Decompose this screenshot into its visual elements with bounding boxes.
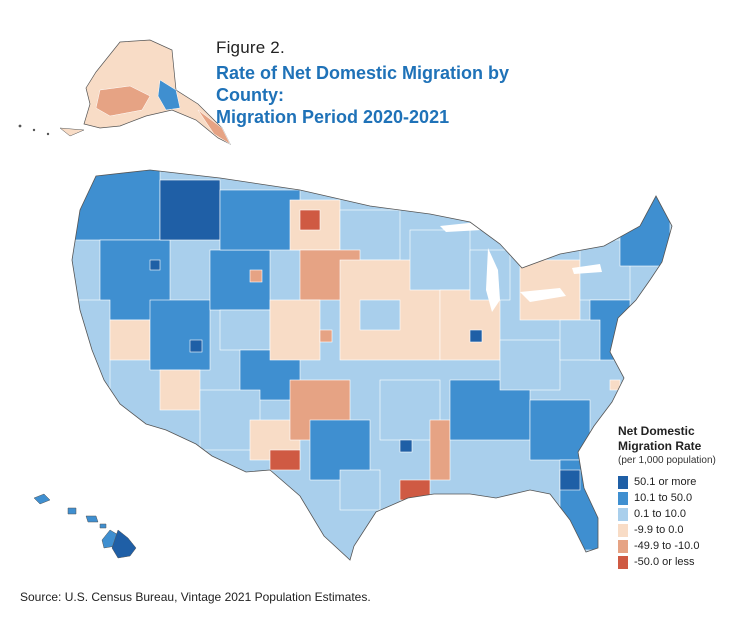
figure-title: Rate of Net Domestic Migration by County… [216, 62, 546, 128]
legend-swatch [618, 539, 628, 553]
legend-label: 10.1 to 50.0 [634, 492, 693, 504]
legend-item: -9.9 to 0.0 [618, 522, 756, 538]
alaska-map [18, 39, 231, 145]
figure-title-line1: Rate of Net Domestic Migration by County… [216, 63, 510, 105]
legend-title-line2: Migration Rate [618, 439, 702, 453]
legend-label: -50.0 or less [634, 556, 695, 568]
source-note: Source: U.S. Census Bureau, Vintage 2021… [20, 590, 371, 604]
legend-subtitle: (per 1,000 population) [618, 455, 716, 466]
figure-title-line2: Migration Period 2020-2021 [216, 107, 450, 127]
legend-title-line1: Net Domestic [618, 424, 695, 438]
legend-item: -49.9 to -10.0 [618, 538, 756, 554]
figure-label: Figure 2. [216, 38, 285, 57]
legend-swatch [618, 475, 628, 489]
legend-label: 0.1 to 10.0 [634, 508, 686, 520]
legend-swatch [618, 491, 628, 505]
legend-label: 50.1 or more [634, 476, 697, 488]
legend-item: -50.0 or less [618, 554, 756, 570]
contiguous-us-map [71, 169, 673, 561]
legend-item: 10.1 to 50.0 [618, 490, 756, 506]
legend-swatch [618, 555, 628, 569]
legend-swatch [618, 507, 628, 521]
legend-label: -9.9 to 0.0 [634, 524, 684, 536]
map-legend: Net Domestic Migration Rate (per 1,000 p… [618, 424, 756, 570]
legend-swatch [618, 523, 628, 537]
legend-item: 0.1 to 10.0 [618, 506, 756, 522]
hawaii-map [33, 493, 137, 559]
legend-item: 50.1 or more [618, 474, 756, 490]
legend-label: -49.9 to -10.0 [634, 540, 700, 552]
